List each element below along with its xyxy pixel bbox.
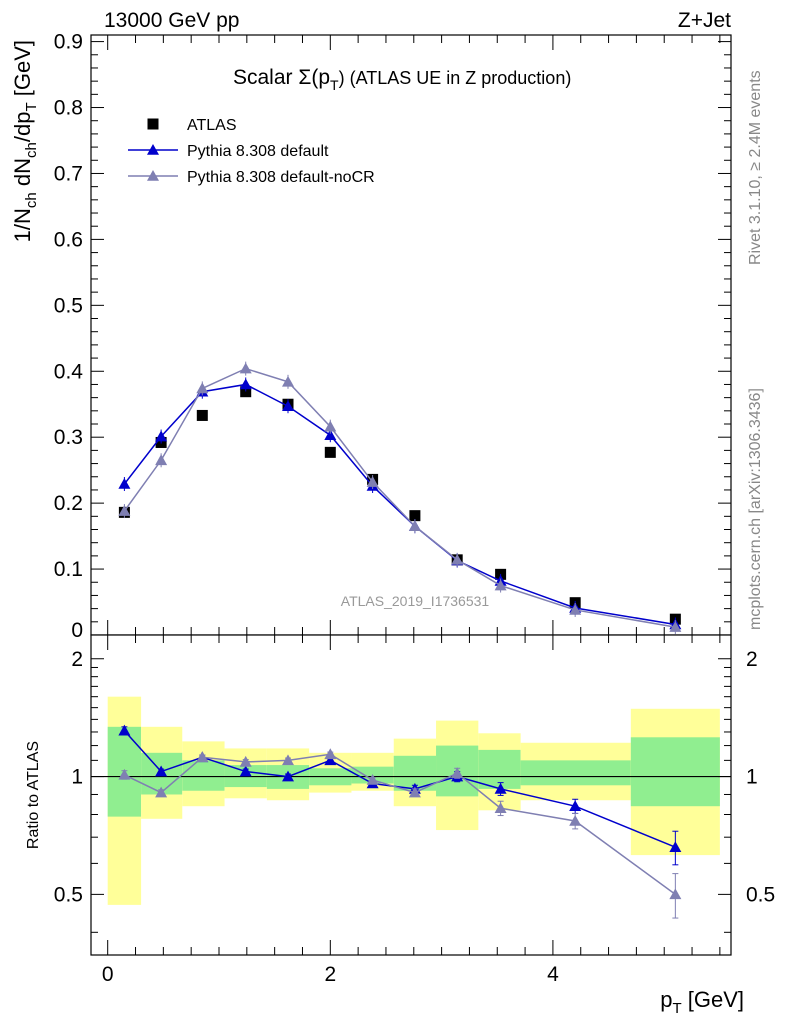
main-y-tick-label: 0.6 (54, 228, 83, 251)
series-line (123, 367, 676, 628)
ratio-series-pythia-8-308-default-nocr (118, 748, 682, 919)
ratio-point-marker (118, 768, 131, 780)
main-plot-frame (90, 34, 732, 636)
main-y-tick-label: 0.5 (54, 294, 83, 317)
ratio-y-axis-label: Ratio to ATLAS (25, 741, 42, 849)
ratio-y-tick-label: 0.5 (54, 883, 83, 906)
collision-label: 13000 GeV pp (104, 9, 239, 32)
main-y-tick-label: 0.1 (54, 558, 83, 581)
ratio-point-marker (324, 754, 337, 766)
data-point-marker (196, 382, 209, 394)
ratio-plot-frame (90, 634, 732, 956)
legend-item: Pythia 8.308 default (128, 143, 329, 160)
data-point-marker (240, 386, 252, 398)
data-point-marker (669, 621, 682, 632)
data-point-marker (155, 430, 168, 442)
main-y-axis: 0 0.1 0.2 0.3 0.4 0.5 0.6 0.7 0.8 0.9 (54, 31, 731, 642)
ratio-point-marker (408, 786, 421, 798)
data-point-marker (324, 429, 337, 441)
legend: ATLAS Pythia 8.308 default Pythia 8.308 de… (128, 117, 375, 186)
x-tick-label: 0 (102, 963, 114, 986)
data-point-marker (196, 409, 208, 421)
data-point-marker (366, 476, 379, 487)
ratio-inner-band (520, 760, 631, 786)
ratio-inner-band (630, 737, 720, 807)
data-point-marker (155, 454, 168, 466)
ratio-point-marker (569, 800, 582, 812)
data-point-marker (569, 603, 582, 615)
legend-label: Pythia 8.308 default (187, 143, 329, 160)
legend-item: ATLAS (147, 117, 237, 134)
ratio-y-tick-label-right: 2 (746, 648, 758, 671)
ratio-panel: 0.5 0.5 1 1 2 2 0 2 4 Ratio to ATLAS pT [GeV] (25, 634, 775, 1017)
main-x-axis-ticks (107, 35, 721, 635)
ratio-point-marker (155, 786, 168, 798)
ratio-point-marker (569, 814, 582, 826)
main-y-tick-label: 0 (71, 619, 83, 642)
main-series-group (118, 361, 682, 635)
legend-marker (147, 144, 159, 155)
ratio-point-marker (239, 755, 252, 767)
legend-marker (147, 118, 159, 130)
ratio-point-marker (494, 802, 507, 814)
main-y-tick-label: 0.2 (54, 492, 83, 515)
data-point-marker (118, 478, 131, 489)
data-point-marker (324, 420, 337, 432)
legend-marker (147, 170, 159, 181)
ratio-point-marker (324, 748, 337, 760)
ratio-y-tick-label: 1 (71, 766, 83, 789)
ratio-point-marker (366, 773, 379, 785)
ratio-point-marker (282, 770, 295, 782)
main-y-tick-label: 0.7 (54, 162, 83, 185)
legend-label: ATLAS (187, 117, 237, 134)
data-point-marker (494, 579, 507, 591)
data-point-marker (239, 362, 252, 374)
rivet-version-label: Rivet 3.1.10, ≥ 2.4M events (747, 70, 764, 265)
data-point-marker (324, 446, 336, 458)
mcplots-source-label: mcplots.cern.ch [arXiv:1306.3436] (747, 388, 764, 630)
main-y-tick-label: 0.9 (54, 31, 83, 54)
x-tick-label: 2 (324, 963, 336, 986)
data-point-marker (409, 510, 421, 522)
ratio-inner-band (182, 760, 225, 791)
x-axis-label: pT [GeV] (660, 987, 744, 1017)
ratio-y-tick-label-right: 1 (746, 766, 758, 789)
main-y-axis-label: 1/Nch dNch/dpT [GeV] (10, 40, 40, 242)
ratio-x-axis: 0 2 4 (102, 635, 721, 986)
ratio-y-tick-label: 2 (71, 648, 83, 671)
ratio-point-marker (282, 754, 295, 766)
ratio-series-group (118, 724, 682, 919)
ratio-point-marker (669, 841, 682, 852)
main-y-tick-label: 0.8 (54, 97, 83, 120)
data-point-marker (282, 375, 295, 387)
main-panel: 0 0.1 0.2 0.3 0.4 0.5 0.6 0.7 0.8 0.9 Scalar Σ(pT… (10, 31, 732, 642)
main-y-tick-label: 0.4 (54, 360, 84, 383)
ratio-point-marker (239, 765, 252, 777)
ratio-point-marker (669, 888, 682, 900)
series-pythia-8-308-default-nocr (118, 361, 682, 635)
data-point-marker (451, 553, 464, 565)
data-point-marker (282, 400, 295, 412)
ratio-series-line (123, 730, 676, 848)
process-label: Z+Jet (678, 9, 731, 32)
ratio-point-marker (451, 767, 464, 779)
ratio-y-tick-label-right: 0.5 (746, 883, 775, 906)
ratio-point-marker (118, 724, 131, 736)
main-y-tick-label: 0.3 (54, 426, 83, 449)
legend-label: Pythia 8.308 default-noCR (187, 169, 375, 186)
ratio-point-marker (196, 751, 209, 763)
ratio-point-marker (494, 782, 507, 794)
ratio-series-line (124, 753, 676, 895)
ratio-y-axis: 0.5 0.5 1 1 2 2 (54, 648, 775, 933)
data-point-marker (239, 378, 252, 390)
analysis-watermark: ATLAS_2019_I1736531 (341, 593, 490, 609)
plot-title: Scalar Σ(pT) (ATLAS UE in Z production) (233, 66, 571, 93)
x-tick-label: 4 (547, 963, 559, 986)
data-point-marker (408, 520, 421, 532)
ratio-point-marker (155, 765, 168, 777)
data-point-marker (118, 505, 131, 516)
legend-item: Pythia 8.308 default-noCR (128, 169, 375, 186)
ratio-uncertainty-bands (107, 696, 720, 905)
